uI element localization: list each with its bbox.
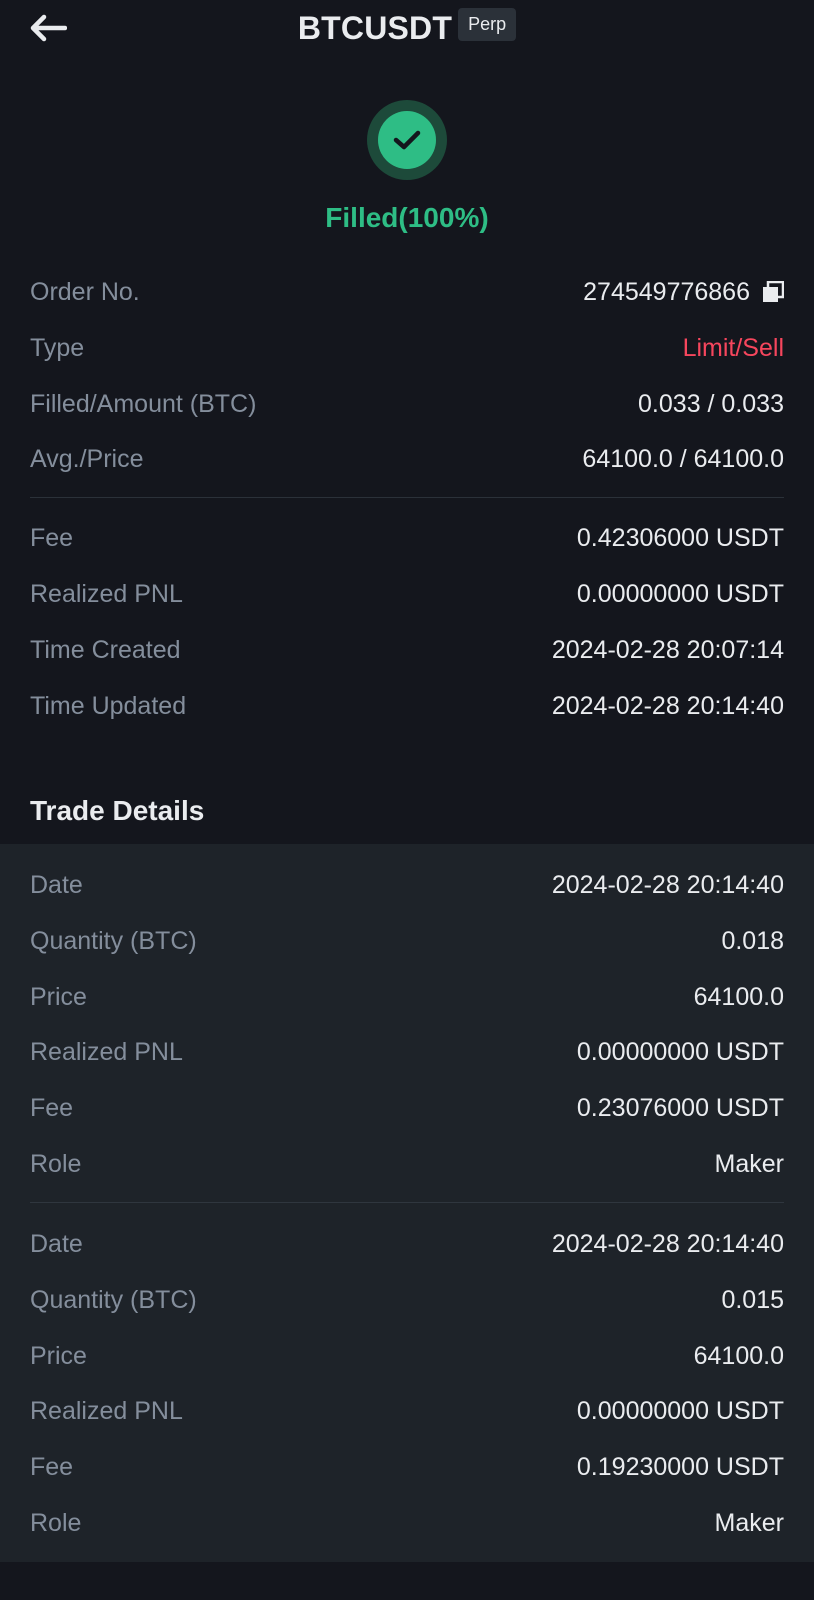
trade-2-fee: Fee 0.19230000 USDT bbox=[30, 1450, 784, 1484]
row-label: Avg./Price bbox=[30, 444, 144, 473]
trade-1-price: Price 64100.0 bbox=[30, 980, 784, 1014]
row-value: 2024-02-28 20:14:40 bbox=[551, 1229, 784, 1258]
order-row-realized-pnl: Realized PNL 0.00000000 USDT bbox=[30, 577, 784, 611]
row-value: Maker bbox=[714, 1508, 784, 1537]
row-label: Time Created bbox=[30, 635, 181, 664]
row-value: 64100.0 bbox=[693, 982, 784, 1011]
status-text: Filled(100%) bbox=[325, 202, 489, 233]
trade-details-panel bbox=[0, 844, 814, 1562]
trade-2-quantity: Quantity (BTC) 0.015 bbox=[30, 1283, 784, 1317]
row-value: 0.23076000 USDT bbox=[576, 1093, 784, 1122]
page-title: BTCUSDT bbox=[297, 10, 453, 46]
perp-badge: Perp bbox=[458, 8, 517, 41]
row-label: Realized PNL bbox=[30, 1037, 183, 1066]
divider bbox=[30, 1202, 784, 1203]
row-value: 2024-02-28 20:14:40 bbox=[551, 870, 784, 899]
row-value: 0.42306000 USDT bbox=[576, 523, 784, 552]
back-button[interactable] bbox=[26, 10, 70, 46]
arrow-left-icon bbox=[30, 14, 67, 42]
order-row-time-updated: Time Updated 2024-02-28 20:14:40 bbox=[30, 689, 784, 723]
row-value: 0.033 / 0.033 bbox=[638, 389, 784, 418]
row-label: Price bbox=[30, 1341, 87, 1370]
divider bbox=[30, 497, 784, 498]
check-circle-inner bbox=[378, 111, 436, 169]
row-value: 0.018 bbox=[721, 926, 784, 955]
trade-2-role: Role Maker bbox=[30, 1506, 784, 1540]
row-label: Fee bbox=[30, 1093, 74, 1122]
row-label: Fee bbox=[30, 523, 74, 552]
order-row-fee: Fee 0.42306000 USDT bbox=[30, 521, 784, 555]
row-label: Realized PNL bbox=[30, 579, 183, 608]
row-value: 2024-02-28 20:07:14 bbox=[551, 635, 784, 664]
row-label: Quantity (BTC) bbox=[30, 1285, 197, 1314]
order-row-filled-amount: Filled/Amount (BTC) 0.033 / 0.033 bbox=[30, 387, 784, 421]
order-type-value: Limit/Sell bbox=[682, 333, 784, 362]
order-row-type: Type Limit/Sell bbox=[30, 331, 784, 365]
order-row-avg-price: Avg./Price 64100.0 / 64100.0 bbox=[30, 442, 784, 476]
row-value: 0.015 bbox=[721, 1285, 784, 1314]
row-value: 0.00000000 USDT bbox=[576, 1396, 784, 1425]
row-label: Date bbox=[30, 1229, 83, 1258]
trade-2-realized-pnl: Realized PNL 0.00000000 USDT bbox=[30, 1394, 784, 1428]
row-value: 2024-02-28 20:14:40 bbox=[551, 691, 784, 720]
section-title-trade-details: Trade Details bbox=[30, 795, 205, 826]
trade-2-price: Price 64100.0 bbox=[30, 1339, 784, 1373]
row-label: Fee bbox=[30, 1452, 74, 1481]
copy-icon[interactable] bbox=[762, 281, 784, 303]
row-label: Type bbox=[30, 333, 85, 362]
row-value: 0.00000000 USDT bbox=[576, 1037, 784, 1066]
row-value: 274549776866 bbox=[583, 278, 784, 307]
row-label: Price bbox=[30, 982, 87, 1011]
check-circle-icon bbox=[367, 100, 447, 180]
trade-1-realized-pnl: Realized PNL 0.00000000 USDT bbox=[30, 1035, 784, 1069]
trade-1-date: Date 2024-02-28 20:14:40 bbox=[30, 868, 784, 902]
trade-1-quantity: Quantity (BTC) 0.018 bbox=[30, 924, 784, 958]
order-row-order-no: Order No. 274549776866 bbox=[30, 275, 784, 309]
check-icon bbox=[393, 130, 421, 150]
title-group: BTCUSDT Perp bbox=[0, 8, 814, 47]
row-value: 0.00000000 USDT bbox=[576, 579, 784, 608]
trade-1-fee: Fee 0.23076000 USDT bbox=[30, 1091, 784, 1125]
row-label: Role bbox=[30, 1508, 82, 1537]
row-label: Date bbox=[30, 870, 83, 899]
row-label: Filled/Amount (BTC) bbox=[30, 389, 257, 418]
trade-1-role: Role Maker bbox=[30, 1147, 784, 1181]
row-value: 64100.0 bbox=[693, 1341, 784, 1370]
row-value: Maker bbox=[714, 1149, 784, 1178]
header: BTCUSDT Perp bbox=[0, 0, 814, 64]
order-row-time-created: Time Created 2024-02-28 20:07:14 bbox=[30, 633, 784, 667]
row-label: Time Updated bbox=[30, 691, 187, 720]
row-label: Quantity (BTC) bbox=[30, 926, 197, 955]
row-value: 0.19230000 USDT bbox=[576, 1452, 784, 1481]
trade-2-date: Date 2024-02-28 20:14:40 bbox=[30, 1227, 784, 1261]
row-label: Realized PNL bbox=[30, 1396, 183, 1425]
row-value: 64100.0 / 64100.0 bbox=[582, 444, 784, 473]
order-number: 274549776866 bbox=[583, 277, 750, 306]
row-label: Role bbox=[30, 1149, 82, 1178]
row-label: Order No. bbox=[30, 277, 140, 306]
